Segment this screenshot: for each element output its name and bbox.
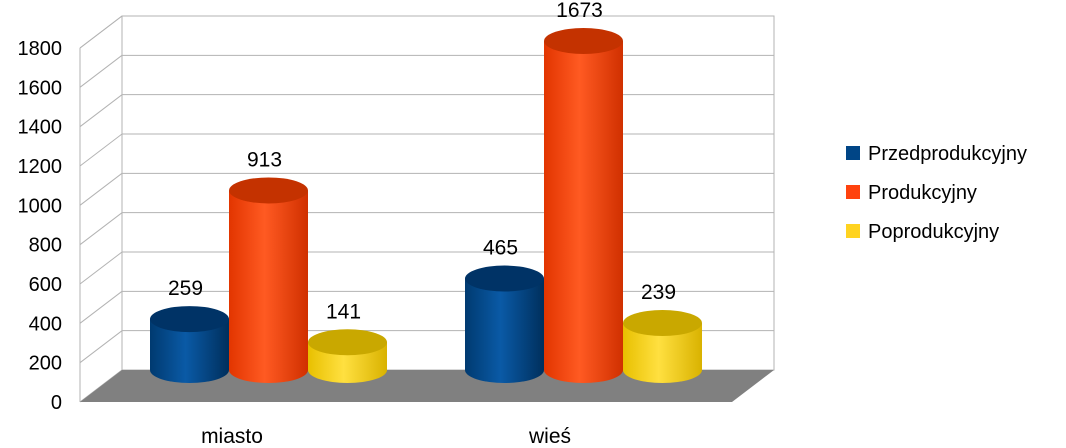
bar-body bbox=[544, 40, 623, 384]
y-tick-label: 600 bbox=[29, 274, 62, 296]
bar-miasto-Przedprodukcyjny bbox=[150, 306, 229, 384]
data-labels: 259 913 141 465 1673 239 bbox=[168, 0, 676, 323]
bar-body bbox=[623, 322, 702, 384]
bar-top bbox=[229, 177, 308, 204]
data-label: 239 bbox=[641, 281, 676, 304]
data-label: 913 bbox=[247, 148, 282, 171]
legend-swatch bbox=[846, 224, 860, 238]
x-axis: miasto wieś bbox=[201, 425, 571, 448]
bar-wieś-Przedprodukcyjny bbox=[465, 265, 544, 384]
legend-label: Produkcyjny bbox=[868, 182, 977, 204]
y-tick-label: 1400 bbox=[18, 117, 63, 139]
bar-top bbox=[465, 265, 544, 292]
legend-item: Produkcyjny bbox=[846, 182, 977, 204]
bar-wieś-Poprodukcyjny bbox=[623, 309, 702, 384]
data-label: 465 bbox=[483, 237, 518, 260]
gridline-side bbox=[79, 54, 123, 88]
y-tick-label: 1600 bbox=[18, 77, 63, 99]
gridline-side bbox=[79, 251, 123, 285]
y-axis: 0 200 400 600 800 1000 1200 1400 1600 1800 bbox=[18, 38, 63, 414]
legend-item: Poprodukcyjny bbox=[846, 221, 999, 243]
y-tick-label: 1000 bbox=[18, 195, 63, 217]
bar-body bbox=[465, 278, 544, 384]
legend-swatch bbox=[846, 185, 860, 199]
y-tick-label: 400 bbox=[29, 313, 62, 335]
bar-top bbox=[308, 329, 387, 356]
gridline-side bbox=[79, 172, 123, 206]
y-tick-label: 200 bbox=[29, 353, 62, 375]
legend: Przedprodukcyjny Produkcyjny Poprodukcyjny bbox=[846, 143, 1027, 243]
gridline-side bbox=[79, 330, 123, 364]
gridline-side bbox=[79, 290, 123, 324]
bar-body bbox=[150, 319, 229, 384]
bar-miasto-Produkcyjny bbox=[229, 177, 308, 384]
y-tick-label: 0 bbox=[51, 392, 62, 414]
gridline-side bbox=[79, 133, 123, 167]
x-tick-label: miasto bbox=[201, 425, 263, 448]
bar-top bbox=[150, 306, 229, 333]
bar-miasto-Poprodukcyjny bbox=[308, 329, 387, 383]
data-label: 1673 bbox=[556, 0, 603, 22]
legend-label: Poprodukcyjny bbox=[868, 221, 999, 243]
bar-wieś-Produkcyjny bbox=[544, 27, 623, 384]
bars bbox=[150, 27, 702, 384]
x-tick-label: wieś bbox=[528, 425, 571, 448]
bar-top bbox=[623, 309, 702, 336]
legend-item: Przedprodukcyjny bbox=[846, 143, 1027, 165]
gridline-side bbox=[79, 15, 123, 49]
data-label: 259 bbox=[168, 277, 203, 300]
y-tick-label: 1200 bbox=[18, 156, 63, 178]
bar-top bbox=[544, 27, 623, 54]
bar-body bbox=[229, 190, 308, 384]
y-tick-label: 1800 bbox=[18, 38, 63, 60]
gridline-side bbox=[79, 212, 123, 246]
legend-label: Przedprodukcyjny bbox=[868, 143, 1027, 165]
y-tick-label: 800 bbox=[29, 235, 62, 257]
data-label: 141 bbox=[326, 300, 361, 323]
legend-swatch bbox=[846, 146, 860, 160]
gridline-side bbox=[79, 94, 123, 128]
